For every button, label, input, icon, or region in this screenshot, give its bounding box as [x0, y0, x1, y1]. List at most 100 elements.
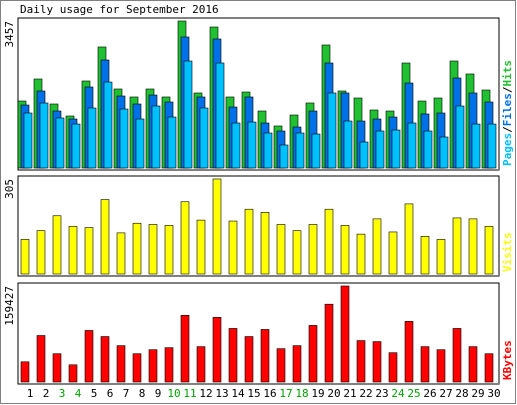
bar [391, 129, 401, 169]
legend: KBytes [501, 340, 514, 380]
panel [17, 282, 500, 385]
x-tick-label: 12 [199, 387, 212, 400]
x-tick-label: 20 [327, 387, 340, 400]
bar [452, 217, 462, 275]
bar [308, 325, 318, 383]
bar [199, 107, 209, 169]
bar [148, 349, 158, 383]
bar [119, 108, 129, 169]
bar [247, 121, 257, 169]
bar [372, 341, 382, 383]
bar [263, 132, 273, 169]
bar [420, 346, 430, 383]
x-tick-label: 26 [423, 387, 436, 400]
bar [468, 346, 478, 383]
bar [116, 345, 126, 383]
bar [487, 123, 497, 169]
bar [212, 178, 222, 275]
bar [23, 112, 33, 169]
bar [324, 303, 334, 383]
bar [327, 92, 337, 169]
legend-separator: / [501, 86, 514, 93]
bar [356, 233, 366, 275]
bar [468, 218, 478, 275]
bar [276, 224, 286, 275]
x-tick-label: 2 [43, 387, 50, 400]
bar [52, 353, 62, 383]
x-tick-label: 6 [107, 387, 114, 400]
x-tick-label: 4 [75, 387, 82, 400]
bar [20, 239, 30, 275]
bar [471, 123, 481, 169]
bar [52, 215, 62, 275]
x-tick-label: 21 [343, 387, 356, 400]
bar [356, 340, 366, 383]
bar [39, 102, 49, 169]
bar [436, 349, 446, 383]
bar [55, 117, 65, 169]
bar [244, 208, 254, 275]
bar [423, 130, 433, 169]
y-tick-label: 305 [3, 179, 16, 199]
x-tick-label: 10 [167, 387, 180, 400]
bar [343, 120, 353, 169]
panel-shadow [19, 383, 499, 384]
bar [484, 226, 494, 275]
bar [407, 122, 417, 169]
bar [375, 130, 385, 169]
bar [36, 335, 46, 383]
bar [455, 105, 465, 169]
bar [196, 346, 206, 383]
x-tick-label: 23 [375, 387, 388, 400]
x-tick-label: 7 [123, 387, 130, 400]
bar [148, 224, 158, 275]
bar [132, 353, 142, 383]
x-tick-label: 1 [27, 387, 34, 400]
x-tick-label: 22 [359, 387, 372, 400]
bar [132, 222, 142, 275]
bar [292, 230, 302, 275]
x-tick-label: 30 [487, 387, 500, 400]
bar [324, 208, 334, 275]
panel-shadow [19, 169, 499, 170]
x-tick-label: 11 [183, 387, 196, 400]
bar [68, 226, 78, 275]
x-tick-label: 25 [407, 387, 420, 400]
bar [404, 321, 414, 383]
bar [20, 361, 30, 383]
bar [420, 236, 430, 275]
bar [436, 239, 446, 275]
bar [212, 317, 222, 383]
x-tick-label: 18 [295, 387, 308, 400]
bar [388, 352, 398, 383]
bar [228, 328, 238, 383]
x-tick-label: 9 [155, 387, 162, 400]
legend-separator: / [501, 126, 514, 133]
x-tick-label: 27 [439, 387, 452, 400]
bar [260, 212, 270, 275]
bar [180, 315, 190, 383]
x-tick-label: 28 [455, 387, 468, 400]
bar [100, 199, 110, 275]
bar [84, 227, 94, 275]
x-tick-label: 17 [279, 387, 292, 400]
legend-entry: Visits [501, 232, 514, 272]
bar [228, 220, 238, 275]
x-tick-label: 15 [247, 387, 260, 400]
bar [196, 219, 206, 275]
legend-entry: KBytes [501, 340, 514, 380]
bar [164, 347, 174, 383]
bar [151, 105, 161, 169]
bar [292, 345, 302, 383]
bar [452, 328, 462, 383]
bar [295, 132, 305, 169]
x-tick-label: 19 [311, 387, 324, 400]
bar [36, 230, 46, 275]
bar [244, 336, 254, 383]
bar [308, 224, 318, 275]
x-tick-label: 14 [231, 387, 245, 400]
bar [167, 116, 177, 169]
panel [17, 175, 500, 277]
legend-entry: Hits [501, 60, 514, 87]
legend-entry: Pages [501, 133, 514, 166]
